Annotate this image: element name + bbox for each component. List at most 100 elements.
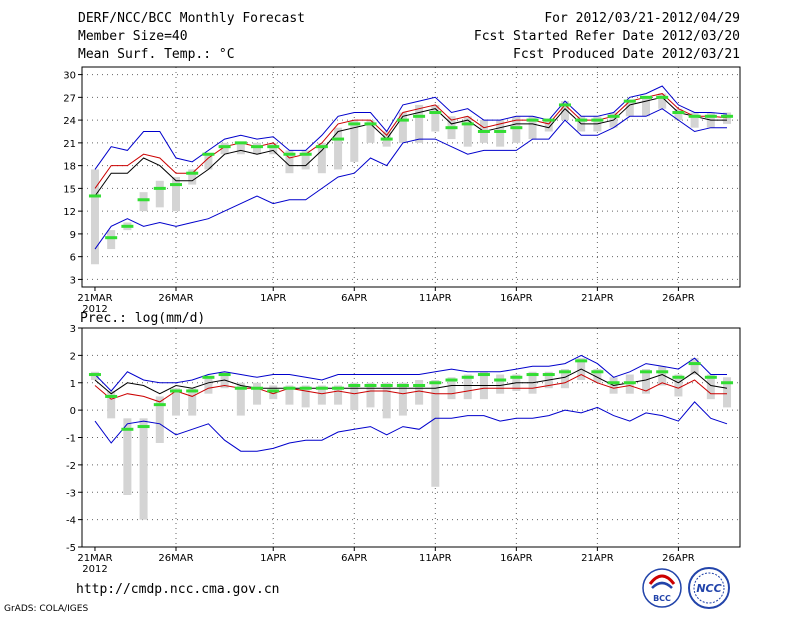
ensemble-box bbox=[285, 150, 294, 174]
x-tick-label: 26APR bbox=[662, 293, 695, 304]
median-marker bbox=[721, 114, 734, 118]
ensemble-box bbox=[544, 120, 553, 132]
y-tick-label: -3 bbox=[66, 488, 76, 499]
median-marker bbox=[332, 386, 345, 390]
ensemble-box bbox=[625, 101, 634, 117]
ensemble-box bbox=[236, 382, 245, 416]
median-marker bbox=[429, 111, 442, 115]
y-tick-label: 18 bbox=[63, 162, 76, 173]
median-marker bbox=[105, 394, 118, 398]
ensemble-box bbox=[188, 388, 197, 416]
ensemble-box bbox=[253, 382, 262, 405]
median-marker bbox=[575, 359, 588, 363]
mean-line bbox=[94, 368, 728, 395]
median-marker bbox=[688, 362, 701, 366]
source-url[interactable]: http://cmdp.ncc.cma.gov.cn bbox=[76, 582, 280, 597]
x-tick-label: 26MAR bbox=[158, 293, 193, 304]
ensemble-box bbox=[90, 169, 99, 265]
ensemble-box bbox=[317, 142, 326, 174]
ensemble-box bbox=[172, 388, 180, 416]
x-tick-label: 1APR bbox=[260, 293, 286, 304]
ensemble-box bbox=[463, 116, 472, 147]
median-marker bbox=[461, 122, 474, 126]
median-marker bbox=[251, 145, 264, 149]
ensemble-box bbox=[642, 369, 650, 394]
median-marker bbox=[348, 122, 361, 126]
ensemble-box bbox=[317, 385, 326, 405]
median-marker bbox=[591, 118, 604, 122]
median-marker bbox=[607, 114, 620, 118]
median-marker bbox=[137, 425, 150, 429]
max-line bbox=[94, 354, 727, 392]
median-marker bbox=[88, 373, 101, 377]
ensemble-box bbox=[690, 112, 699, 128]
ensemble-box bbox=[674, 108, 683, 121]
median-marker bbox=[234, 386, 247, 390]
median-marker bbox=[153, 403, 166, 407]
x-tick-label: 21MAR bbox=[77, 293, 112, 304]
median-marker bbox=[656, 370, 669, 374]
x-tick-label: 6APR bbox=[341, 553, 367, 564]
ensemble-box bbox=[560, 101, 569, 121]
y-tick-label: 12 bbox=[63, 207, 76, 218]
y-tick-label: -5 bbox=[66, 543, 76, 554]
median-marker bbox=[413, 114, 426, 118]
year-label: 2012 bbox=[82, 304, 107, 315]
y-tick-label: -2 bbox=[66, 461, 76, 472]
precipitation-chart: -5 -4 -3 -2 -1 0 1 2 3 21MAR 26MAR 1APR 6APR 11APR 16A… bbox=[66, 311, 741, 575]
x-tick-label: 11APR bbox=[419, 293, 452, 304]
median-marker bbox=[283, 152, 296, 156]
plot-frame bbox=[81, 66, 741, 288]
max-line bbox=[94, 85, 728, 170]
median-marker bbox=[105, 236, 118, 240]
x-tick-label: 6APR bbox=[341, 293, 367, 304]
ensemble-box bbox=[269, 142, 278, 155]
min-line bbox=[94, 108, 727, 250]
y-tick-label: 1 bbox=[70, 379, 76, 390]
median-marker bbox=[672, 111, 685, 115]
ensemble-box bbox=[188, 169, 197, 185]
median-marker bbox=[234, 141, 247, 145]
median-marker bbox=[591, 370, 604, 374]
ensemble-box bbox=[334, 127, 343, 170]
median-marker bbox=[121, 427, 134, 431]
ensemble-box bbox=[382, 382, 391, 419]
median-marker bbox=[477, 373, 490, 377]
ensemble-box bbox=[285, 385, 294, 405]
median-marker bbox=[267, 145, 280, 149]
median-marker bbox=[607, 381, 620, 385]
median-marker bbox=[364, 383, 377, 387]
year-label: 2012 bbox=[82, 564, 107, 575]
median-marker bbox=[170, 389, 182, 393]
median-marker bbox=[202, 152, 215, 156]
y-tick-label: 24 bbox=[63, 116, 76, 127]
ensemble-box bbox=[658, 366, 667, 386]
x-tick-label: 16APR bbox=[500, 293, 533, 304]
median-marker bbox=[558, 103, 571, 107]
median-marker bbox=[656, 95, 669, 99]
median-marker bbox=[721, 381, 734, 385]
y-tick-label: 2 bbox=[70, 351, 76, 362]
median-marker bbox=[332, 137, 345, 141]
ensemble-box bbox=[155, 396, 164, 443]
ensemble-box bbox=[723, 377, 732, 408]
ensemble-box bbox=[301, 150, 310, 170]
x-tick-label: 21MAR bbox=[77, 553, 112, 564]
ensemble-box bbox=[172, 177, 180, 212]
forecast-period: For 2012/03/21-2012/04/29 bbox=[544, 11, 740, 26]
ensemble-box bbox=[366, 120, 375, 143]
median-marker bbox=[186, 171, 199, 175]
median-marker bbox=[704, 375, 717, 379]
ensemble-box bbox=[560, 369, 569, 389]
y-tick-label: 0 bbox=[70, 406, 76, 417]
y-tick-label: -1 bbox=[66, 434, 76, 445]
member-size: Member Size=40 bbox=[78, 29, 188, 44]
median-marker bbox=[283, 386, 296, 390]
median-marker bbox=[445, 378, 458, 382]
ensemble-box bbox=[658, 93, 667, 109]
ensemble-box bbox=[139, 192, 148, 212]
y-tick-label: 3 bbox=[70, 275, 76, 286]
grads-credit: GrADS: COLA/IGES bbox=[4, 604, 89, 614]
x-tick-label: 26APR bbox=[662, 553, 695, 564]
